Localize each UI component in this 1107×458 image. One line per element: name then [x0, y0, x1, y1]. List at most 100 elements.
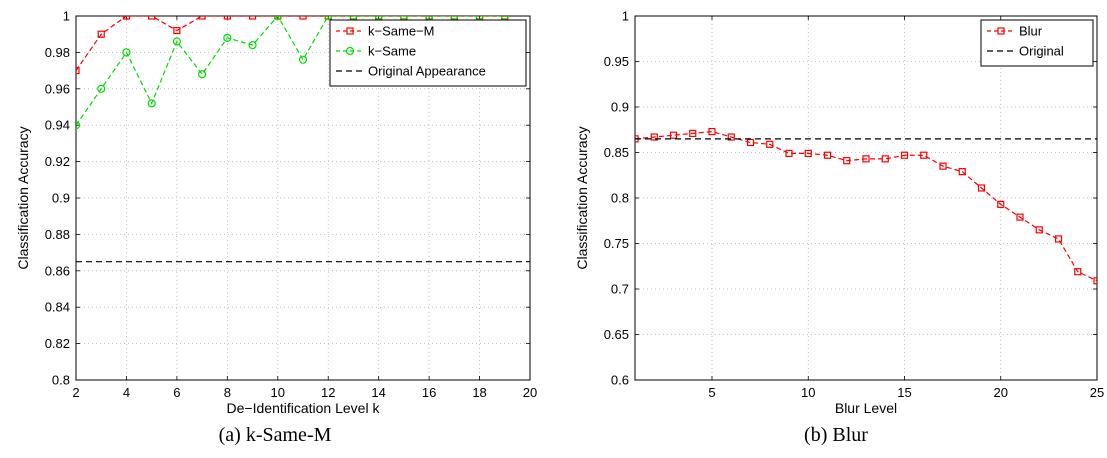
- x-tick-label: 25: [1090, 385, 1104, 400]
- data-point: [1093, 277, 1097, 285]
- data-point: [248, 41, 257, 50]
- data-point: [1054, 235, 1063, 243]
- x-tick-label: 16: [422, 385, 436, 400]
- legend-marker: [346, 27, 354, 35]
- data-point: [785, 149, 793, 158]
- x-tick-label: 5: [708, 385, 715, 400]
- legend-box: [329, 19, 527, 87]
- y-tick-label: 0.7: [611, 282, 629, 297]
- y-tick-label: 0.75: [604, 236, 629, 251]
- data-point: [148, 16, 156, 20]
- data-point: [650, 133, 658, 141]
- x-tick-label: 15: [897, 385, 911, 400]
- legend-label: k−Same−M: [368, 24, 434, 39]
- data-point: [958, 168, 966, 176]
- y-tick-label: 0.96: [45, 81, 70, 96]
- y-tick-label: 1: [63, 9, 70, 24]
- caption-a: (a) k-Same-M: [218, 424, 332, 446]
- y-axis-label: Classification Accuracy: [15, 126, 31, 269]
- x-tick-label: 18: [472, 385, 486, 400]
- data-point: [1074, 268, 1082, 276]
- data-point: [248, 16, 257, 20]
- chart-a: 2 4 6 8 10 12 14 16 18 20 0.8 0.82 0.84 0.86 0.88 0.9 0.…: [15, 9, 537, 417]
- data-point: [766, 140, 774, 148]
- x-tick-label: 10: [801, 385, 815, 400]
- y-tick-label: 0.88: [45, 227, 70, 242]
- data-point: [122, 16, 131, 20]
- y-tick-label: 0.9: [611, 100, 629, 115]
- data-point: [804, 149, 812, 158]
- data-point: [746, 138, 755, 147]
- data-point: [939, 162, 947, 170]
- data-point: [920, 151, 928, 159]
- data-point: [76, 66, 80, 75]
- y-tick-label: 0.65: [604, 327, 629, 342]
- legend-label: Blur: [1019, 24, 1043, 39]
- legend-marker: [997, 27, 1005, 35]
- data-point: [147, 99, 156, 108]
- x-tick-label: 10: [271, 385, 285, 400]
- x-axis-label: Blur Level: [835, 400, 897, 416]
- data-point: [172, 37, 181, 46]
- data-point: [223, 33, 232, 42]
- y-tick-label: 0.95: [604, 54, 629, 69]
- y-tick-label: 0.9: [52, 191, 70, 206]
- data-point: [173, 26, 181, 35]
- y-tick-label: 0.94: [45, 118, 70, 133]
- data-point: [299, 16, 307, 20]
- data-point: [198, 16, 206, 20]
- series-line: [635, 130, 1097, 282]
- data-point: [708, 127, 716, 136]
- data-point: [1016, 213, 1024, 221]
- data-point: [843, 157, 851, 165]
- y-tick-label: 0.84: [45, 300, 70, 315]
- y-tick-label: 0.8: [52, 373, 70, 388]
- data-point: [97, 30, 105, 38]
- chart-canvas: 2 4 6 8 10 12 14 16 18 20 0.8 0.82 0.84 0.86 0.88 0.9 0.…: [15, 9, 1104, 417]
- data-point: [823, 151, 832, 159]
- data-point: [977, 184, 986, 192]
- data-point: [900, 151, 909, 159]
- data-point: [689, 129, 697, 137]
- axes-box: [634, 15, 1098, 381]
- data-point: [881, 155, 889, 163]
- y-tick-label: 0.98: [45, 45, 70, 60]
- x-tick-label: 14: [371, 385, 385, 400]
- caption-b: (b) Blur: [804, 424, 868, 446]
- y-axis-label: Classification Accuracy: [574, 126, 590, 269]
- data-point: [122, 48, 131, 57]
- y-tick-label: 0.86: [45, 263, 70, 278]
- series-1: [635, 127, 1097, 285]
- y-tick-label: 0.82: [45, 336, 70, 351]
- y-tick-label: 0.6: [611, 373, 629, 388]
- data-point: [669, 131, 678, 139]
- data-point: [97, 84, 106, 93]
- y-tick-label: 0.92: [45, 154, 70, 169]
- x-tick-label: 12: [321, 385, 335, 400]
- x-tick-label: 6: [173, 385, 180, 400]
- data-point: [76, 121, 81, 130]
- data-point: [997, 200, 1005, 208]
- x-tick-label: 20: [523, 385, 537, 400]
- x-tick-label: 20: [994, 385, 1008, 400]
- data-point: [198, 70, 207, 79]
- x-tick-label: 4: [123, 385, 130, 400]
- y-tick-label: 0.85: [604, 145, 629, 160]
- legend-label: Original: [1019, 44, 1064, 59]
- chart-b: 5 10 15 20 25 0.6 0.65 0.7 0.75 0.8 0.85 0.9 0.95 1 Bl…: [574, 9, 1104, 417]
- data-point: [727, 133, 735, 141]
- legend-label: k−Same: [368, 44, 416, 59]
- y-tick-label: 1: [622, 9, 629, 24]
- y-tick-label: 0.8: [611, 191, 629, 206]
- data-point: [273, 16, 282, 21]
- legend-marker: [345, 46, 355, 56]
- data-point: [324, 16, 333, 21]
- x-tick-label: 2: [72, 385, 79, 400]
- data-point: [862, 155, 870, 163]
- x-axis-label: De−Identification Level k: [227, 400, 381, 416]
- data-point: [298, 55, 308, 64]
- legend-label: Original Appearance: [368, 64, 486, 79]
- legend: k−Same−M k−Same Original Appearance: [329, 19, 527, 87]
- series-line: [76, 16, 505, 126]
